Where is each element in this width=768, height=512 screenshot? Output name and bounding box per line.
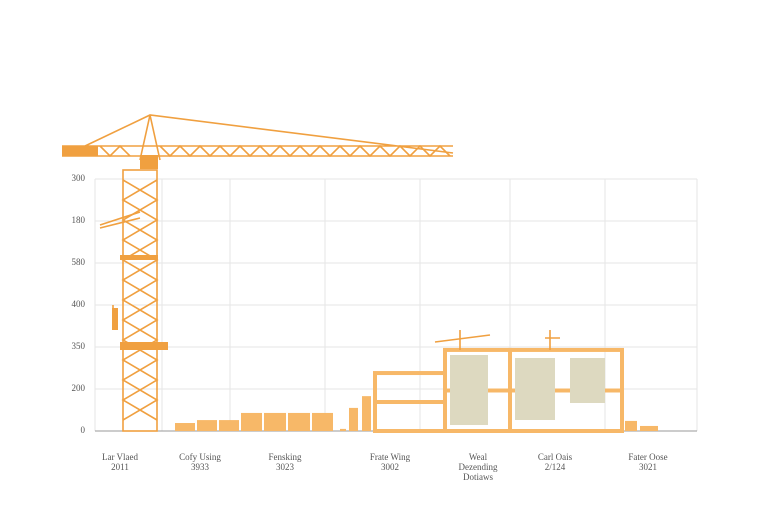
x-tick-label: Dezending: [459, 462, 498, 472]
bar: [175, 423, 195, 431]
x-tick-label: Cofy Using: [179, 452, 221, 462]
x-tick-label: 3021: [639, 462, 657, 472]
bar: [241, 412, 262, 431]
x-tick-label: Dotiaws: [463, 472, 493, 482]
y-tick-label: 300: [72, 173, 86, 183]
building-infill: [450, 355, 488, 425]
building-infill: [515, 358, 555, 420]
y-tick-label: 580: [72, 257, 86, 267]
building-infill: [570, 358, 605, 403]
bar: [625, 420, 637, 431]
x-tick-label: 3933: [191, 462, 210, 472]
x-tick-label: 2011: [111, 462, 129, 472]
bar: [640, 425, 658, 431]
x-tick-label: Lar Vlaed: [102, 452, 139, 462]
bar: [340, 428, 346, 431]
y-tick-label: 0: [81, 425, 86, 435]
bar: [349, 407, 358, 431]
y-tick-label: 180: [72, 215, 86, 225]
bar: [362, 396, 371, 431]
x-tick-label: Fensking: [268, 452, 302, 462]
x-tick-label: 3023: [276, 462, 295, 472]
x-tick-label: Weal: [469, 452, 488, 462]
x-tick-label: 2/124: [545, 462, 566, 472]
bar: [288, 412, 310, 431]
crane: [62, 114, 605, 432]
bar: [197, 420, 217, 431]
x-tick-label: Fater Oose: [628, 452, 667, 462]
y-tick-label: 400: [72, 299, 86, 309]
y-tick-label: 200: [72, 383, 86, 393]
bar: [312, 412, 333, 431]
x-tick-label: Frate Wing: [370, 452, 411, 462]
y-tick-label: 350: [72, 341, 86, 351]
bar: [264, 412, 286, 431]
bar: [219, 420, 239, 431]
x-tick-label: Carl Oais: [538, 452, 573, 462]
x-tick-label: 3002: [381, 462, 399, 472]
